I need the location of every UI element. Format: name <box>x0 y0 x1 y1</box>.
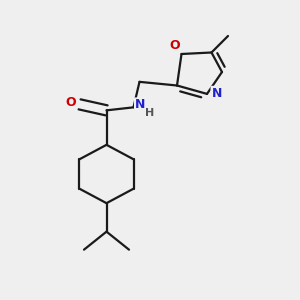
Text: O: O <box>169 39 180 52</box>
Text: N: N <box>212 87 222 100</box>
Text: N: N <box>135 98 146 111</box>
Text: H: H <box>145 108 154 118</box>
Text: O: O <box>66 96 76 109</box>
